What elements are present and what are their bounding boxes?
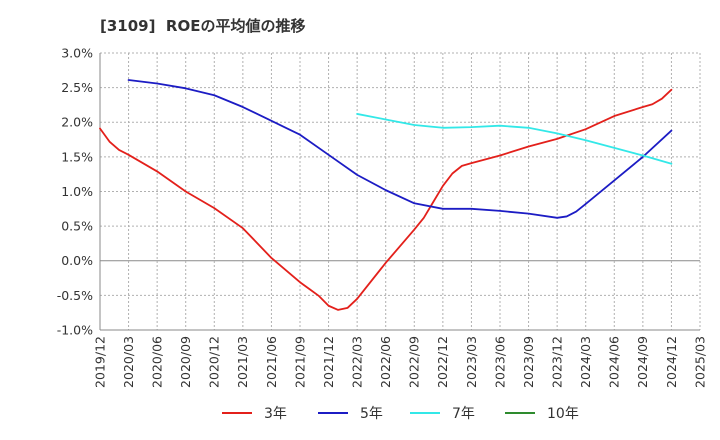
y-axis-tick-labels: 3.0% 2.5% 2.0% 1.5% 1.0% 0.5% 0.0% -0.5% -1.0% bbox=[57, 45, 93, 337]
y-tick-label: 2.5% bbox=[61, 80, 93, 95]
x-tick-label: 2020/03 bbox=[121, 336, 136, 388]
series-line-3 bbox=[356, 113, 673, 165]
x-tick-label: 2021/03 bbox=[235, 336, 250, 388]
legend-label: 10年 bbox=[547, 406, 579, 422]
x-tick-label: 2020/09 bbox=[178, 336, 193, 388]
x-tick-label: 2021/06 bbox=[264, 336, 279, 388]
x-tick-label: 2020/12 bbox=[207, 336, 222, 388]
legend-item: 5年 bbox=[318, 406, 383, 422]
series-line-2 bbox=[127, 79, 673, 219]
y-tick-label: 0.0% bbox=[61, 253, 93, 268]
axes bbox=[99, 53, 700, 331]
legend-label: 3年 bbox=[264, 406, 287, 422]
x-tick-label: 2022/12 bbox=[435, 336, 450, 388]
x-tick-label: 2023/12 bbox=[550, 336, 565, 388]
y-tick-label: 2.0% bbox=[61, 115, 93, 130]
x-tick-label: 2023/03 bbox=[464, 336, 479, 388]
legend: 3年 5年 7年 10年 bbox=[222, 406, 579, 422]
legend-label: 5年 bbox=[360, 406, 383, 422]
y-tick-label: 1.0% bbox=[61, 184, 93, 199]
gridlines bbox=[100, 52, 701, 330]
x-tick-label: 2020/06 bbox=[150, 336, 165, 388]
legend-item: 7年 bbox=[410, 406, 475, 422]
x-axis-tick-labels: 2019/12 2020/03 2020/06 2020/09 2020/12 2021/… bbox=[92, 336, 707, 388]
x-tick-label: 2023/06 bbox=[492, 336, 507, 388]
x-tick-label: 2019/12 bbox=[92, 336, 107, 388]
x-tick-label: 2024/12 bbox=[664, 336, 679, 388]
x-tick-label: 2023/09 bbox=[521, 336, 536, 388]
y-tick-label: 1.5% bbox=[61, 149, 93, 164]
y-tick-label: -0.5% bbox=[57, 288, 93, 303]
x-tick-label: 2024/03 bbox=[578, 336, 593, 388]
x-tick-label: 2022/06 bbox=[378, 336, 393, 388]
x-tick-label: 2021/09 bbox=[292, 336, 307, 388]
y-tick-label: 3.0% bbox=[61, 45, 93, 60]
legend-item: 10年 bbox=[505, 406, 579, 422]
legend-label: 7年 bbox=[452, 406, 475, 422]
legend-item: 3年 bbox=[222, 406, 287, 422]
chart-title: [3109] ROEの平均値の推移 bbox=[100, 17, 305, 35]
series-lines bbox=[99, 79, 673, 311]
series-line-1 bbox=[99, 88, 673, 311]
x-tick-label: 2024/06 bbox=[607, 336, 622, 388]
x-tick-label: 2022/03 bbox=[350, 336, 365, 388]
x-tick-label: 2025/03 bbox=[692, 336, 707, 388]
y-tick-label: -1.0% bbox=[57, 322, 93, 337]
x-tick-label: 2022/09 bbox=[407, 336, 422, 388]
x-tick-label: 2024/09 bbox=[635, 336, 650, 388]
x-tick-label: 2021/12 bbox=[321, 336, 336, 388]
y-tick-label: 0.5% bbox=[61, 219, 93, 234]
